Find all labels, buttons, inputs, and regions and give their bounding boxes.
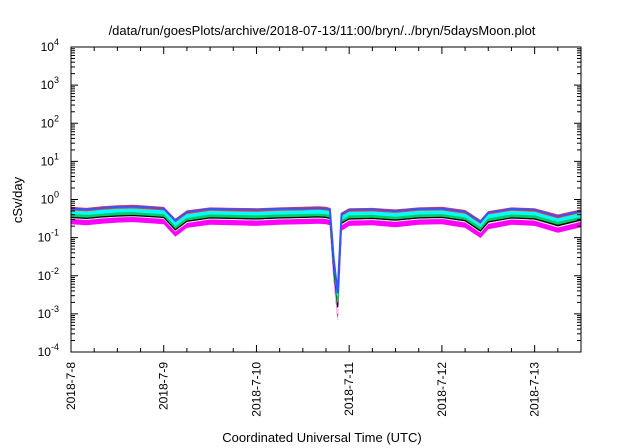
x-tick-label: 2018-7-9: [157, 362, 171, 410]
y-tick-label: 100: [41, 190, 59, 207]
y-tick-label: 103: [41, 75, 59, 92]
x-tick-label: 2018-7-12: [435, 362, 449, 417]
chart-title: /data/run/goesPlots/archive/2018-07-13/1…: [109, 23, 536, 38]
y-axis-label: cSv/day: [10, 176, 25, 223]
series-line: [70, 205, 582, 294]
x-tick-label: 2018-7-8: [64, 362, 78, 410]
series-line: [70, 214, 582, 308]
x-axis-label: Coordinated Universal Time (UTC): [222, 430, 421, 445]
series-line: [70, 215, 582, 314]
series-layer: [70, 204, 582, 321]
y-tick-label: 10-3: [38, 304, 59, 321]
series-area: [71, 215, 581, 314]
plot-frame: [70, 46, 582, 353]
y-tick-label: 10-4: [38, 342, 59, 359]
series-area: [71, 212, 581, 308]
y-axis: 10-4 10-3 10-2 10-1 100 101 102 103 104: [38, 37, 581, 359]
series-line: [70, 212, 582, 303]
x-tick-label: 2018-7-13: [528, 362, 542, 417]
y-tick-label: 10-2: [38, 266, 59, 283]
x-tick-label: 2018-7-10: [249, 362, 263, 417]
series-area: [71, 216, 581, 316]
y-tick-label: 104: [41, 37, 59, 54]
series-area: [71, 217, 581, 321]
y-tick-label: 102: [41, 113, 59, 130]
x-tick-label: 2018-7-11: [342, 362, 356, 416]
y-tick-label: 101: [41, 151, 59, 168]
series-line: [70, 216, 582, 316]
series-line: [70, 208, 582, 296]
y-tick-label: 10-1: [38, 228, 59, 245]
x-axis: 2018-7-8 2018-7-9 2018-7-10 2018-7-11 2018-7…: [64, 47, 559, 417]
